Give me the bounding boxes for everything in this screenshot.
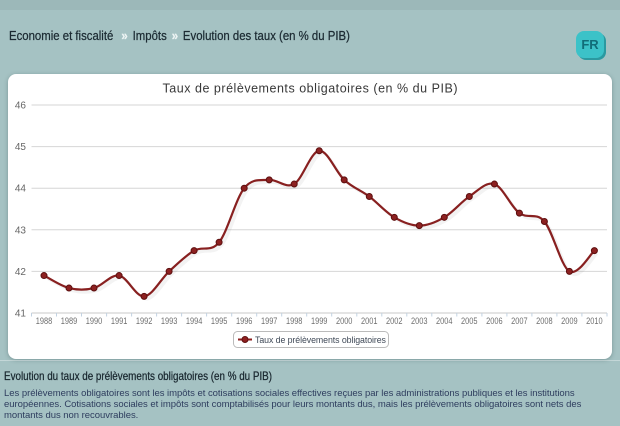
svg-text:46: 46 (15, 101, 27, 112)
svg-text:42: 42 (15, 267, 27, 278)
svg-text:Taux de prélèvements obligatoi: Taux de prélèvements obligatoires (255, 335, 387, 345)
svg-text:2009: 2009 (561, 316, 578, 327)
svg-text:2007: 2007 (511, 316, 528, 327)
svg-text:2005: 2005 (461, 316, 478, 327)
svg-text:2000: 2000 (336, 316, 353, 327)
svg-text:2008: 2008 (536, 316, 553, 327)
svg-text:2002: 2002 (386, 316, 403, 327)
svg-text:2010: 2010 (586, 316, 603, 327)
svg-text:2003: 2003 (411, 316, 428, 327)
svg-text:1989: 1989 (61, 316, 78, 327)
svg-text:2001: 2001 (361, 316, 378, 327)
svg-text:1996: 1996 (236, 316, 253, 327)
svg-text:1992: 1992 (136, 316, 153, 327)
svg-text:1994: 1994 (186, 316, 203, 327)
svg-text:45: 45 (15, 142, 27, 153)
svg-text:1993: 1993 (161, 316, 178, 327)
svg-text:1991: 1991 (111, 316, 128, 327)
svg-text:1997: 1997 (261, 316, 278, 327)
svg-text:1995: 1995 (211, 316, 228, 327)
svg-text:2004: 2004 (436, 316, 453, 327)
svg-text:41: 41 (15, 309, 27, 320)
svg-text:1999: 1999 (311, 316, 328, 327)
svg-text:1990: 1990 (86, 316, 103, 327)
svg-text:44: 44 (15, 184, 27, 195)
svg-text:2006: 2006 (486, 316, 503, 327)
svg-text:Taux de prélèvements obligatoi: Taux de prélèvements obligatoires (en % … (163, 82, 458, 96)
svg-text:1988: 1988 (36, 316, 53, 327)
svg-text:43: 43 (15, 225, 27, 236)
svg-text:1998: 1998 (286, 316, 303, 327)
